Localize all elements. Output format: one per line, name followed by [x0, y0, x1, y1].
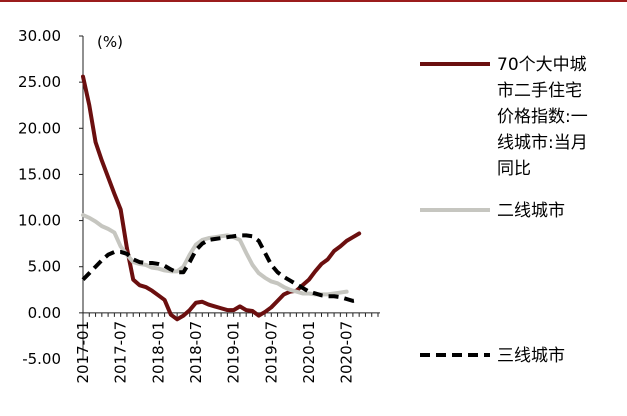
- y-tick-label: 20.00: [18, 119, 61, 137]
- y-tick-label: -5.00: [22, 350, 61, 368]
- x-tick-label: 2018-07: [187, 321, 205, 384]
- legend-label-1: 线城市:当月: [497, 133, 588, 153]
- x-tick-label: 2020-01: [300, 321, 318, 384]
- x-tick-label: 2019-01: [225, 321, 243, 384]
- series-layer: [81, 74, 362, 322]
- x-tick-label: 2017-07: [112, 321, 130, 384]
- series-line-3: [81, 233, 360, 303]
- y-tick-label: 0.00: [28, 304, 61, 322]
- tick-labels: 30.00 25.00 20.00 15.00 10.00 5.00 0.00 -5.00 20…: [18, 27, 356, 384]
- legend-label-1: 同比: [497, 159, 531, 179]
- y-tick-label: 15.00: [18, 165, 61, 183]
- series-line-1: [81, 74, 362, 322]
- y-tick-label: 10.00: [18, 212, 61, 230]
- x-tick-label: 2018-01: [149, 321, 167, 384]
- y-tick-label: 5.00: [28, 258, 61, 276]
- x-tick-label: 2017-01: [74, 321, 92, 384]
- legend-label-1: 70个大中城: [497, 55, 587, 75]
- x-tick-label: 2019-07: [262, 321, 280, 384]
- legend-label-1: 市二手住宅: [497, 81, 582, 101]
- x-tick-label: 2020-07: [338, 321, 356, 384]
- y-tick-label: 30.00: [18, 27, 61, 45]
- top-rule: [0, 0, 627, 2]
- legend-label-3: 三线城市: [497, 346, 565, 366]
- unit-label: (%): [97, 33, 123, 51]
- legend-label-1: 价格指数:一: [497, 107, 588, 127]
- legend-label-2: 二线城市: [497, 201, 565, 221]
- y-tick-label: 25.00: [18, 73, 61, 91]
